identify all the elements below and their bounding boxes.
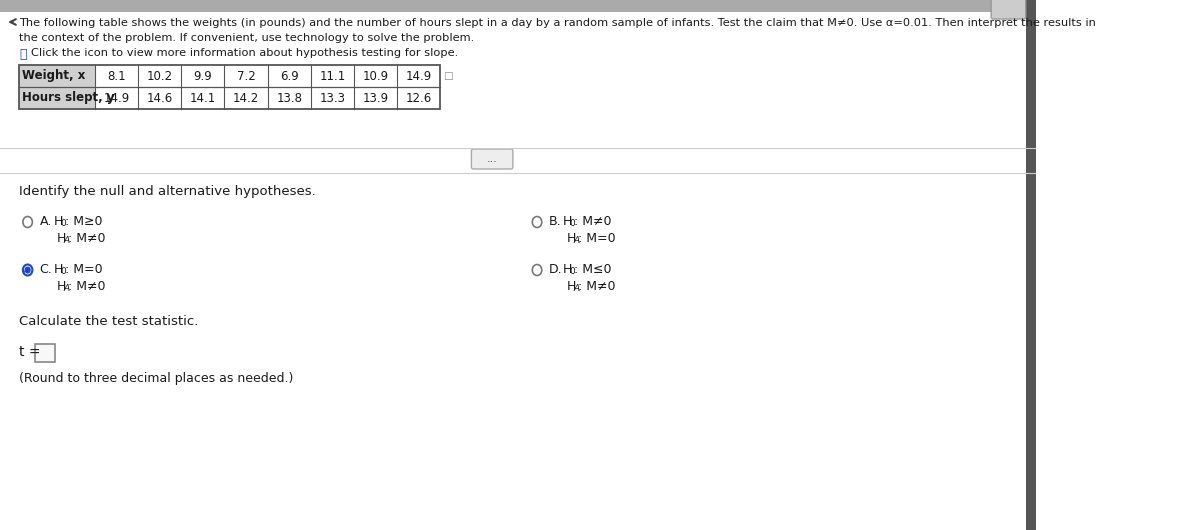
Text: : M≠0: : M≠0 [68, 232, 106, 245]
Text: Hours slept, y: Hours slept, y [23, 92, 115, 104]
Text: 0: 0 [570, 267, 576, 276]
Text: C.: C. [40, 263, 53, 276]
Text: 6.9: 6.9 [280, 69, 299, 83]
Text: 13.3: 13.3 [319, 92, 346, 104]
Text: 0: 0 [570, 219, 576, 228]
Text: 11.1: 11.1 [319, 69, 346, 83]
Text: 14.9: 14.9 [406, 69, 432, 83]
Text: 14.6: 14.6 [146, 92, 173, 104]
Text: Click the icon to view more information about hypothesis testing for slope.: Click the icon to view more information … [31, 48, 458, 58]
Circle shape [25, 267, 30, 273]
Text: H: H [563, 263, 572, 276]
Bar [0, 0, 1036, 12]
Text: Identify the null and alternative hypotheses.: Identify the null and alternative hypoth… [19, 185, 316, 198]
Text: 0: 0 [60, 219, 66, 228]
Text: 14.9: 14.9 [103, 92, 130, 104]
Text: 8.1: 8.1 [107, 69, 126, 83]
Text: 14.2: 14.2 [233, 92, 259, 104]
Text: H: H [56, 280, 66, 293]
Text: 14.1: 14.1 [190, 92, 216, 104]
Text: Calculate the test statistic.: Calculate the test statistic. [19, 315, 198, 328]
Text: 0: 0 [60, 267, 66, 276]
Text: A: A [574, 284, 580, 293]
Text: the context of the problem. If convenient, use technology to solve the problem.: the context of the problem. If convenien… [19, 33, 474, 43]
Text: : M≠0: : M≠0 [68, 280, 106, 293]
Text: H: H [566, 232, 576, 245]
Text: t =: t = [19, 345, 41, 359]
FancyBboxPatch shape [991, 0, 1026, 19]
Bar [19, 65, 95, 109]
Text: : M=0: : M=0 [65, 263, 102, 276]
Bar [1026, 0, 1036, 530]
Text: 13.8: 13.8 [276, 92, 302, 104]
Text: 12.6: 12.6 [406, 92, 432, 104]
Text: (Round to three decimal places as needed.): (Round to three decimal places as needed… [19, 372, 293, 385]
Text: Weight, x: Weight, x [23, 69, 86, 83]
Text: ✓: ✓ [20, 266, 29, 276]
Text: : M≥0: : M≥0 [65, 215, 102, 228]
Text: ...: ... [487, 154, 498, 164]
Text: H: H [563, 215, 572, 228]
Bar [35, 344, 55, 362]
Text: : M≠0: : M≠0 [577, 280, 616, 293]
Text: A: A [574, 236, 580, 245]
Text: 10.9: 10.9 [362, 69, 389, 83]
Text: H: H [54, 263, 62, 276]
Text: H: H [54, 215, 62, 228]
Text: 13.9: 13.9 [362, 92, 389, 104]
Text: H: H [56, 232, 66, 245]
Text: : M=0: : M=0 [577, 232, 616, 245]
Text: A: A [64, 236, 70, 245]
Text: 10.2: 10.2 [146, 69, 173, 83]
Text: □: □ [443, 71, 452, 81]
Text: ⓘ: ⓘ [19, 48, 26, 61]
Text: 7.2: 7.2 [236, 69, 256, 83]
Bar [19, 65, 440, 109]
Text: B.: B. [550, 215, 562, 228]
Text: D.: D. [550, 263, 563, 276]
Text: 9.9: 9.9 [193, 69, 212, 83]
Text: H: H [566, 280, 576, 293]
Text: A: A [64, 284, 70, 293]
Text: The following table shows the weights (in pounds) and the number of hours slept : The following table shows the weights (i… [19, 18, 1096, 28]
FancyBboxPatch shape [472, 149, 512, 169]
Text: : M≠0: : M≠0 [574, 215, 612, 228]
Text: : M≤0: : M≤0 [574, 263, 612, 276]
Text: A.: A. [40, 215, 52, 228]
